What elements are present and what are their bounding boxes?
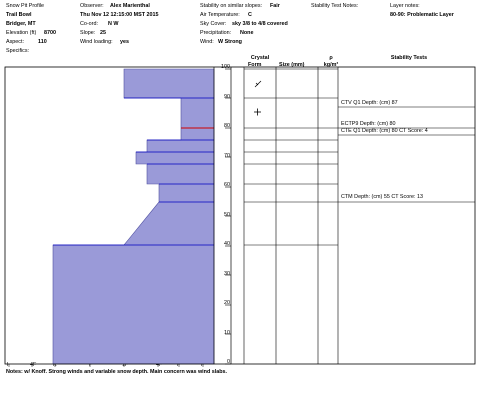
crystal-form-symbol [254,80,262,88]
profile-frame [4,66,476,365]
precip-value: None [240,30,254,36]
sky-label: Sky Cover: [200,21,227,27]
observer-value: Alex Marienthal [110,3,150,9]
crystal-heading: Crystal [250,55,270,61]
hardness-tick-label: 4F [30,362,37,368]
layer-notes-label: Layer notes: [390,3,420,9]
hardness-tick-label: P [89,362,93,368]
datetime: Thu Nov 12 12:15:00 MST 2015 [80,12,159,18]
size-heading: Size (mm) [279,62,305,68]
density-unit: kg/m³ [323,62,339,68]
hardness-tick-label: I [7,362,9,368]
hardness-tick-label: 4F [156,362,163,368]
hardness-tick-label: F [201,362,205,368]
depth-tick-label: 50 [224,212,230,218]
crystal-form-symbol [254,108,261,116]
rho-heading: ρ [329,55,333,61]
air-temp-label: Air Temperature: [200,12,240,18]
elevation-value: 8700 [44,30,56,36]
depth-tick-label: 40 [224,241,230,247]
precip-label: Precipitation: [200,30,232,36]
wind-label: Wind: [200,39,214,45]
observer-label: Observer: [80,3,104,9]
depth-tick-label: 30 [224,271,230,277]
wind-loading-label: Wind loading: [80,39,113,45]
place: Bridger, MT [6,21,36,27]
form-heading: Form [248,62,262,68]
stability-value: Fair [270,3,280,9]
depth-tick-label: 0 [227,359,230,365]
air-temp-value: C [248,12,252,18]
hardness-tick-label: F [177,362,181,368]
wind-loading-value: yes [120,39,129,45]
profile-title: Snow Pit Profile [6,3,45,9]
aspect-label: Aspect: [6,39,24,45]
slope-value: 25 [100,30,106,36]
stability-test-text: ECTP9 Depth: (cm) 80 [341,121,396,127]
stability-test-text: CTE Q1 Depth: (cm) 80 CT Score: 4 [341,128,428,134]
depth-tick-label: 80 [224,123,230,129]
specifics-label: Specifics: [6,48,30,54]
stability-tests-heading: Stability Tests [390,55,428,61]
coord-label: Co-ord: [80,21,98,27]
depth-tick-label: 60 [224,182,230,188]
hardness-tick-label: 1F [122,362,129,368]
hardness-profile-fill [52,68,215,365]
stability-label: Stability on similar slopes: [200,3,263,9]
location: Trail Bowl [6,12,32,18]
layer-notes-value: 80-90: Problematic Layer [390,12,454,18]
aspect-value: 110 [38,39,47,45]
depth-tick-label: 20 [224,300,230,306]
wind-value: W Strong [218,39,242,45]
elevation-label: Elevation (ft) [6,30,37,36]
notes: Notes: w/ Knoff. Strong winds and variab… [6,369,228,375]
slope-label: Slope: [80,30,96,36]
depth-tick-label: 70 [224,153,230,159]
coord-value: N W [108,21,119,27]
stability-test-text: CTV Q1 Depth: (cm) 87 [341,100,398,106]
stability-notes-label: Stability Test Notes: [311,3,359,9]
depth-tick-label: 90 [224,94,230,100]
depth-tick-label: 10 [224,330,230,336]
sky-value: sky 3/8 to 4/8 covered [232,21,288,27]
stability-test-text: CTM Depth: (cm) 55 CT Score: 13 [341,194,423,200]
